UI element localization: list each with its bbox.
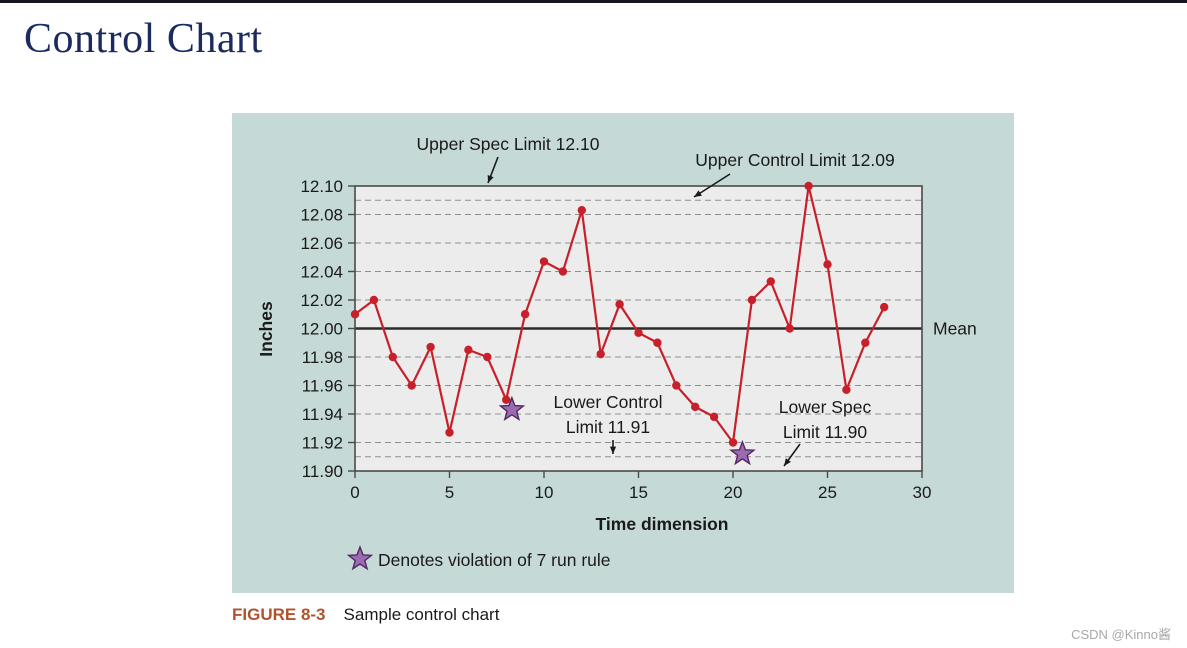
data-point bbox=[350, 310, 360, 319]
data-point bbox=[426, 342, 435, 352]
figure-panel: 12.10 12.08 12.06 12.04 12.02 12.00 11.98 11.96… bbox=[232, 113, 1014, 593]
data-point bbox=[823, 260, 832, 269]
x-tick-label: 0 bbox=[350, 483, 359, 502]
y-tick-label: 11.98 bbox=[302, 348, 343, 367]
annotation-arrowhead-icon bbox=[609, 446, 617, 454]
data-point bbox=[861, 338, 870, 347]
mean-label: Mean bbox=[933, 319, 977, 339]
y-tick-label: 12.10 bbox=[300, 177, 343, 196]
data-point bbox=[520, 310, 530, 319]
data-point bbox=[596, 349, 605, 359]
page-title: Control Chart bbox=[24, 16, 263, 62]
x-tick-label: 30 bbox=[913, 483, 932, 502]
x-tick-label: 20 bbox=[724, 483, 743, 502]
annotation-arrowhead-icon bbox=[694, 190, 702, 197]
data-point bbox=[709, 412, 719, 422]
data-point bbox=[691, 402, 700, 412]
y-tick-label: 12.04 bbox=[300, 263, 343, 282]
y-tick-label: 11.92 bbox=[302, 434, 343, 453]
violation-star-icon bbox=[498, 395, 526, 421]
annotation-label: Upper Spec Limit 12.10 bbox=[417, 134, 600, 154]
figure-caption-text: Sample control chart bbox=[343, 605, 500, 624]
y-tick-label: 11.96 bbox=[302, 377, 343, 396]
y-tick-label: 11.94 bbox=[302, 405, 343, 424]
figure-label: FIGURE 8-3 bbox=[232, 605, 326, 624]
data-point bbox=[747, 295, 757, 305]
y-tick-label: 12.08 bbox=[300, 206, 343, 225]
control-chart: 12.10 12.08 12.06 12.04 12.02 12.00 11.98 11.96… bbox=[256, 134, 977, 571]
data-point bbox=[577, 206, 586, 215]
data-point bbox=[804, 181, 813, 191]
y-tick-label: 11.90 bbox=[302, 462, 343, 481]
data-point bbox=[634, 328, 643, 337]
data-point bbox=[766, 277, 775, 286]
data-point bbox=[407, 381, 416, 390]
legend-star-icon bbox=[346, 545, 374, 571]
data-point bbox=[880, 302, 889, 312]
annotation-label: Upper Control Limit 12.09 bbox=[695, 150, 894, 170]
data-point bbox=[615, 300, 624, 309]
y-tick-label: 12.00 bbox=[300, 320, 343, 339]
annotation-label: Lower Spec bbox=[779, 397, 872, 417]
x-tick-label: 5 bbox=[445, 483, 454, 502]
violation-star-icon bbox=[729, 439, 756, 466]
y-tick-label: 12.02 bbox=[300, 291, 343, 310]
data-point bbox=[672, 381, 681, 390]
annotation-label: Lower Control bbox=[554, 392, 663, 412]
legend-text: Denotes violation of 7 run rule bbox=[378, 550, 611, 570]
data-point bbox=[558, 267, 568, 276]
x-axis-label: Time dimension bbox=[596, 514, 729, 534]
data-point bbox=[842, 385, 851, 394]
annotation-label: Limit 11.91 bbox=[566, 417, 650, 437]
watermark: CSDN @Kinno酱 bbox=[1071, 627, 1171, 642]
data-point bbox=[369, 295, 379, 305]
y-axis-label: Inches bbox=[256, 301, 276, 357]
data-point bbox=[728, 438, 738, 447]
data-point bbox=[464, 345, 473, 355]
data-point bbox=[785, 324, 794, 333]
x-tick-label: 25 bbox=[818, 483, 837, 502]
annotation-arrowhead-icon bbox=[784, 458, 791, 466]
x-tick-label: 15 bbox=[629, 483, 648, 502]
data-point bbox=[653, 338, 662, 347]
data-point bbox=[483, 352, 492, 362]
data-point bbox=[388, 352, 397, 362]
annotation-label: Limit 11.90 bbox=[783, 422, 868, 442]
y-tick-label: 12.06 bbox=[300, 234, 343, 253]
data-point bbox=[445, 428, 454, 437]
figure-caption: FIGURE 8-3 Sample control chart bbox=[232, 605, 499, 625]
data-point bbox=[502, 395, 511, 404]
data-point bbox=[539, 257, 549, 266]
annotation-arrowhead-icon bbox=[487, 175, 494, 183]
x-tick-label: 10 bbox=[535, 483, 554, 502]
